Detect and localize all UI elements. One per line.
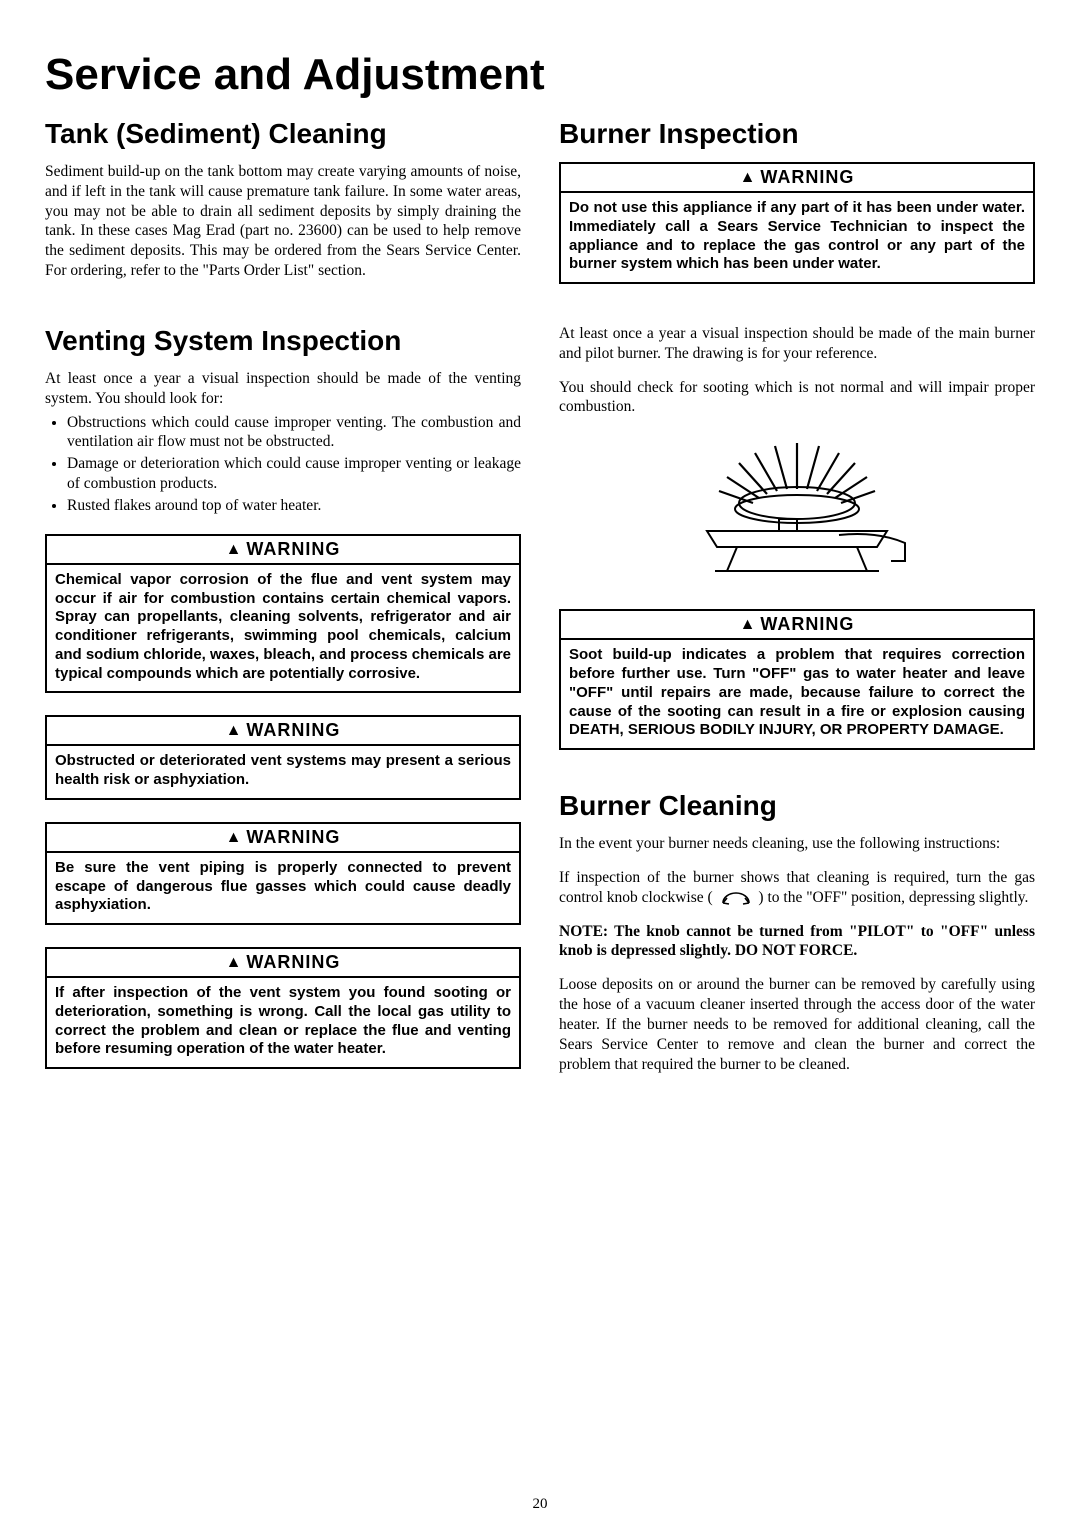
two-column-layout: Tank (Sediment) Cleaning Sediment build-… xyxy=(45,118,1035,1091)
warning-header: ▲WARNING xyxy=(47,717,519,746)
page-number: 20 xyxy=(0,1496,1080,1513)
warning-body: Soot build-up indicates a problem that r… xyxy=(561,640,1033,748)
burner-inspection-p1: At least once a year a visual inspection… xyxy=(559,324,1035,364)
warning-label: WARNING xyxy=(760,167,854,187)
warning-triangle-icon: ▲ xyxy=(226,541,243,559)
warning-body: Obstructed or deteriorated vent systems … xyxy=(47,746,519,798)
warning-label: WARNING xyxy=(246,539,340,559)
venting-heading: Venting System Inspection xyxy=(45,325,521,357)
warning-body: Chemical vapor corrosion of the flue and… xyxy=(47,565,519,692)
clockwise-arrow-icon xyxy=(717,889,755,905)
burner-cleaning-p1: In the event your burner needs cleaning,… xyxy=(559,834,1035,854)
warning-chemical-vapor: ▲WARNING Chemical vapor corrosion of the… xyxy=(45,534,521,694)
venting-intro: At least once a year a visual inspection… xyxy=(45,369,521,409)
warning-header: ▲WARNING xyxy=(561,164,1033,193)
warning-body: If after inspection of the vent system y… xyxy=(47,978,519,1067)
warning-soot-buildup: ▲WARNING Soot build-up indicates a probl… xyxy=(559,609,1035,750)
right-column: Burner Inspection ▲WARNING Do not use th… xyxy=(559,118,1035,1091)
page-title: Service and Adjustment xyxy=(45,50,1035,100)
burner-cleaning-heading: Burner Cleaning xyxy=(559,790,1035,822)
warning-header: ▲WARNING xyxy=(561,611,1033,640)
left-column: Tank (Sediment) Cleaning Sediment build-… xyxy=(45,118,521,1091)
burner-diagram-icon xyxy=(647,431,947,591)
tank-cleaning-heading: Tank (Sediment) Cleaning xyxy=(45,118,521,150)
warning-under-water: ▲WARNING Do not use this appliance if an… xyxy=(559,162,1035,284)
list-item: Damage or deterioration which could caus… xyxy=(67,454,521,494)
tank-cleaning-paragraph: Sediment build-up on the tank bottom may… xyxy=(45,162,521,281)
warning-triangle-icon: ▲ xyxy=(226,954,243,972)
warning-triangle-icon: ▲ xyxy=(226,829,243,847)
warning-obstructed-vent: ▲WARNING Obstructed or deteriorated vent… xyxy=(45,715,521,800)
warning-header: ▲WARNING xyxy=(47,536,519,565)
warning-label: WARNING xyxy=(246,952,340,972)
warning-label: WARNING xyxy=(760,614,854,634)
warning-vent-piping: ▲WARNING Be sure the vent piping is prop… xyxy=(45,822,521,925)
list-item: Rusted flakes around top of water heater… xyxy=(67,496,521,516)
warning-sooting: ▲WARNING If after inspection of the vent… xyxy=(45,947,521,1069)
warning-body: Do not use this appliance if any part of… xyxy=(561,193,1033,282)
warning-label: WARNING xyxy=(246,720,340,740)
warning-body: Be sure the vent piping is properly conn… xyxy=(47,853,519,923)
warning-triangle-icon: ▲ xyxy=(226,722,243,740)
burner-cleaning-p3: Loose deposits on or around the burner c… xyxy=(559,975,1035,1074)
list-item: Obstructions which could cause improper … xyxy=(67,413,521,453)
venting-bullet-list: Obstructions which could cause improper … xyxy=(45,413,521,516)
burner-cleaning-note: NOTE: The knob cannot be turned from "PI… xyxy=(559,922,1035,962)
warning-label: WARNING xyxy=(246,827,340,847)
burner-inspection-heading: Burner Inspection xyxy=(559,118,1035,150)
warning-triangle-icon: ▲ xyxy=(740,169,757,187)
warning-header: ▲WARNING xyxy=(47,949,519,978)
text-part-b: ) to the "OFF" position, depressing slig… xyxy=(758,889,1028,906)
burner-inspection-p2: You should check for sooting which is no… xyxy=(559,378,1035,418)
warning-header: ▲WARNING xyxy=(47,824,519,853)
burner-cleaning-p2: If inspection of the burner shows that c… xyxy=(559,868,1035,908)
warning-triangle-icon: ▲ xyxy=(740,616,757,634)
